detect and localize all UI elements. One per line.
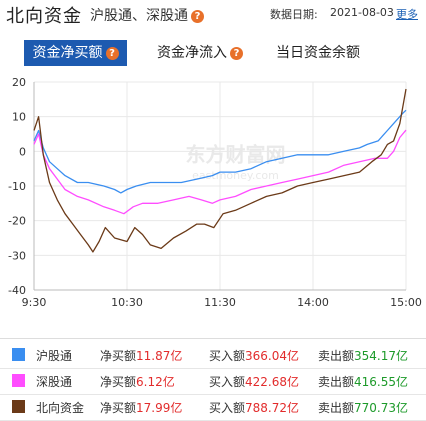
subtitle-text: 沪股通、深股通 <box>90 8 188 24</box>
legend-row-north: 北向资金 净买额17.99亿 买入额788.72亿 卖出额770.73亿 <box>0 394 426 421</box>
page-header: 北向资金 沪股通、深股通? 数据日期: 2021-08-03 更多 <box>0 0 426 28</box>
x-tick-label: 11:30 <box>204 296 236 309</box>
help-icon[interactable]: ? <box>191 10 204 23</box>
legend-row-sz: 深股通 净买额6.12亿 买入额422.68亿 卖出额416.55亿 <box>0 368 426 395</box>
series-name: 沪股通 <box>36 349 73 363</box>
y-tick-label: 20 <box>12 76 26 89</box>
net-buy-value: 11.87亿 <box>136 349 183 363</box>
net-buy-value: 17.99亿 <box>136 401 183 415</box>
sell-label: 卖出额 <box>318 349 355 363</box>
date-value: 2021-08-03 <box>330 6 394 19</box>
series-line-north <box>33 88 407 253</box>
watermark-subtext: eastmoney.com <box>192 169 279 182</box>
sell-label: 卖出额 <box>318 401 355 415</box>
buy-label: 买入额 <box>209 349 246 363</box>
help-icon[interactable]: ? <box>230 47 243 60</box>
series-line-sz <box>33 129 407 215</box>
y-tick-label: -30 <box>8 249 26 262</box>
northbound-flow-chart: 东方财富网 eastmoney.com 20 10 0 -10 -20 -30 -409:30 1… <box>8 76 422 309</box>
y-tick-label: -40 <box>8 284 26 297</box>
series-swatch-north <box>12 400 25 413</box>
series-line-sh <box>33 109 407 194</box>
sell-cell: 卖出额354.17亿 <box>318 347 408 364</box>
page-subtitle: 沪股通、深股通? <box>90 5 204 25</box>
buy-cell: 买入额788.72亿 <box>209 399 299 416</box>
buy-value: 366.04亿 <box>245 349 300 363</box>
buy-value: 422.68亿 <box>245 375 300 389</box>
net-buy-label: 净买额 <box>100 349 137 363</box>
buy-label: 买入额 <box>209 401 246 415</box>
sell-value: 770.73亿 <box>354 401 409 415</box>
net-buy-cell: 净买额6.12亿 <box>100 373 175 390</box>
chart-tabs: 资金净买额? 资金净流入? 当日资金余额 <box>0 34 426 72</box>
series-swatch-sz <box>12 374 25 387</box>
tab-label: 当日资金余额 <box>276 45 360 61</box>
tab-net-buy[interactable]: 资金净买额? <box>24 40 127 66</box>
series-name: 深股通 <box>36 375 73 389</box>
sell-cell: 卖出额416.55亿 <box>318 373 408 390</box>
tab-daily-balance[interactable]: 当日资金余额 <box>268 40 368 66</box>
series-name: 北向资金 <box>36 401 85 415</box>
legend-row-sh: 沪股通 净买额11.87亿 买入额366.04亿 卖出额354.17亿 <box>0 342 426 369</box>
buy-value: 788.72亿 <box>245 401 300 415</box>
help-icon[interactable]: ? <box>105 47 119 60</box>
date-label: 数据日期: <box>270 8 318 21</box>
x-tick-label: 14:00 <box>297 296 329 309</box>
y-tick-label: 0 <box>19 145 26 158</box>
tab-net-inflow[interactable]: 资金净流入? <box>150 40 250 66</box>
net-buy-value: 6.12亿 <box>136 375 175 389</box>
y-tick-label: -20 <box>8 215 26 228</box>
y-tick-label: -10 <box>8 180 26 193</box>
buy-label: 买入额 <box>209 375 246 389</box>
tab-label: 资金净流入 <box>157 45 227 61</box>
sell-value: 354.17亿 <box>354 349 409 363</box>
net-buy-label: 净买额 <box>100 401 137 415</box>
watermark-text: 东方财富网 <box>186 143 286 167</box>
sell-value: 416.55亿 <box>354 375 409 389</box>
sell-cell: 卖出额770.73亿 <box>318 399 408 416</box>
legend-table: 沪股通 净买额11.87亿 买入额366.04亿 卖出额354.17亿 深股通 … <box>0 338 426 421</box>
net-buy-cell: 净买额11.87亿 <box>100 347 182 364</box>
x-tick-label: 10:30 <box>111 296 143 309</box>
y-tick-label: 10 <box>12 111 26 124</box>
tab-label: 资金净买额 <box>32 45 103 61</box>
sell-label: 卖出额 <box>318 375 355 389</box>
net-buy-cell: 净买额17.99亿 <box>100 399 182 416</box>
x-tick-label: 15:00 <box>390 296 422 309</box>
buy-cell: 买入额422.68亿 <box>209 373 299 390</box>
net-buy-label: 净买额 <box>100 375 137 389</box>
more-link[interactable]: 更多 <box>396 8 418 21</box>
buy-cell: 买入额366.04亿 <box>209 347 299 364</box>
x-tick-label: 9:30 <box>22 296 47 309</box>
page-title: 北向资金 <box>6 6 82 27</box>
chart-area: 东方财富网 eastmoney.com 20 10 0 -10 -20 -30 -40 9:30 1… <box>0 72 426 312</box>
series-swatch-sh <box>12 348 25 361</box>
